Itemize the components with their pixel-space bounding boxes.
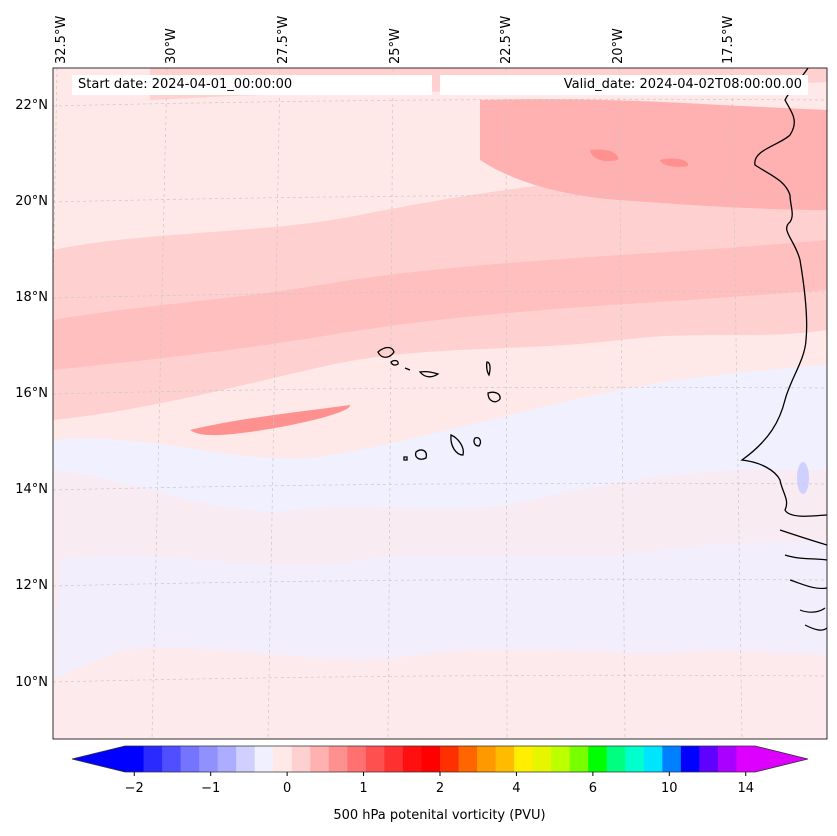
colorbar-swatch	[180, 746, 200, 772]
colorbar-swatch	[606, 746, 626, 772]
colorbar-swatch	[421, 746, 441, 772]
colorbar-tick-label: −2	[124, 781, 144, 796]
map-frame	[52, 67, 828, 740]
lat-label-12n: 12°N	[15, 578, 48, 593]
colorbar-swatch	[699, 746, 719, 772]
colorbar-swatch	[384, 746, 404, 772]
coastline-west-africa	[740, 68, 827, 517]
lat-label-22n: 22°N	[15, 98, 48, 113]
colorbar-label: 500 hPa potenital vorticity (PVU)	[333, 808, 546, 823]
colorbar-swatch	[273, 746, 293, 772]
pv-mid-band-core	[53, 240, 827, 370]
colorbar-swatch	[365, 746, 385, 772]
pv-north-east-core	[480, 99, 827, 210]
colorbar-swatch	[569, 746, 589, 772]
pv-low-blob	[797, 462, 809, 494]
colorbar-tick-label: 4	[512, 781, 521, 796]
lat-label-14n: 14°N	[15, 482, 48, 497]
lat-label-16n: 16°N	[15, 386, 48, 401]
lat-label-20n: 20°N	[15, 194, 48, 209]
colorbar-swatch	[347, 746, 367, 772]
valid-date-label: Valid_date: 2024-04-02T08:00:00.00	[440, 75, 808, 95]
colorbar-tick-label: 14	[737, 781, 755, 796]
colorbar-tick-label: 10	[661, 781, 678, 796]
colorbar-swatch	[199, 746, 219, 772]
colorbar-swatch	[736, 746, 756, 772]
colorbar-swatch	[514, 746, 534, 772]
colorbar-swatch	[625, 746, 645, 772]
colorbar-swatch	[143, 746, 163, 772]
colorbar-swatch	[551, 746, 571, 772]
colorbar-swatch	[162, 746, 182, 772]
island-maio	[473, 436, 482, 447]
lon-label-20w: 20°W	[611, 28, 626, 64]
colorbar	[71, 745, 809, 776]
colorbar-swatch	[254, 746, 274, 772]
colorbar-tick-label: 6	[588, 781, 597, 796]
colorbar-swatch	[532, 746, 552, 772]
colorbar-swatch	[680, 746, 700, 772]
colorbar-swatch	[310, 746, 330, 772]
lon-label-22-5w: 22.5°W	[499, 15, 514, 64]
island-fogo	[414, 449, 427, 460]
colorbar-swatch	[717, 746, 737, 772]
colorbar-swatch	[291, 746, 311, 772]
island-boa-vista	[487, 391, 501, 403]
lat-label-18n: 18°N	[15, 290, 48, 305]
colorbar-swatch	[440, 746, 460, 772]
colorbar-swatch	[328, 746, 348, 772]
lon-label-30w: 30°W	[164, 28, 179, 64]
colorbar-swatch	[588, 746, 608, 772]
island-sao-vicente	[390, 359, 399, 366]
pv-max-cell	[590, 149, 619, 162]
pv-south-band	[53, 647, 827, 739]
pv-streak	[190, 405, 351, 436]
colorbar-swatch	[477, 746, 497, 772]
colorbar-extend-min	[72, 746, 125, 772]
island-sao-nicolau	[418, 370, 440, 378]
colorbar-swatch	[458, 746, 478, 772]
colorbar-swatch	[402, 746, 422, 772]
colorbar-swatch	[125, 746, 145, 772]
lon-label-32-5w: 32.5°W	[54, 15, 69, 64]
lon-label-25w: 25°W	[388, 28, 403, 64]
lon-label-27-5w: 27.5°W	[276, 15, 291, 64]
island-santo-antao	[377, 346, 395, 358]
island-santa-luzia	[404, 367, 411, 371]
island-brava	[403, 456, 408, 461]
island-santiago	[450, 434, 464, 456]
cape-verde-islands	[377, 346, 501, 461]
colorbar-swatch	[495, 746, 515, 772]
lon-label-17-5w: 17.5°W	[721, 15, 736, 64]
colorbar-tick-label: −1	[201, 781, 221, 796]
colorbar-tick-label: 2	[435, 781, 445, 796]
colorbar-swatch	[662, 746, 682, 772]
colorbar-tick-label: 1	[359, 781, 368, 796]
colorbar-swatch	[236, 746, 256, 772]
colorbar-tick-label: 0	[282, 781, 292, 796]
graticule	[53, 68, 827, 739]
island-sal	[485, 361, 491, 377]
colorbar-swatch	[643, 746, 663, 772]
colorbar-extend-max	[755, 746, 808, 772]
pv-field	[53, 68, 827, 739]
start-date-label: Start date: 2024-04-01_00:00:00	[72, 75, 432, 95]
colorbar-outline	[71, 745, 809, 773]
lat-label-10n: 10°N	[15, 675, 48, 690]
colorbar-swatch	[217, 746, 237, 772]
pv-max-cell-2	[660, 158, 689, 167]
coastline-guinea	[779, 529, 827, 631]
